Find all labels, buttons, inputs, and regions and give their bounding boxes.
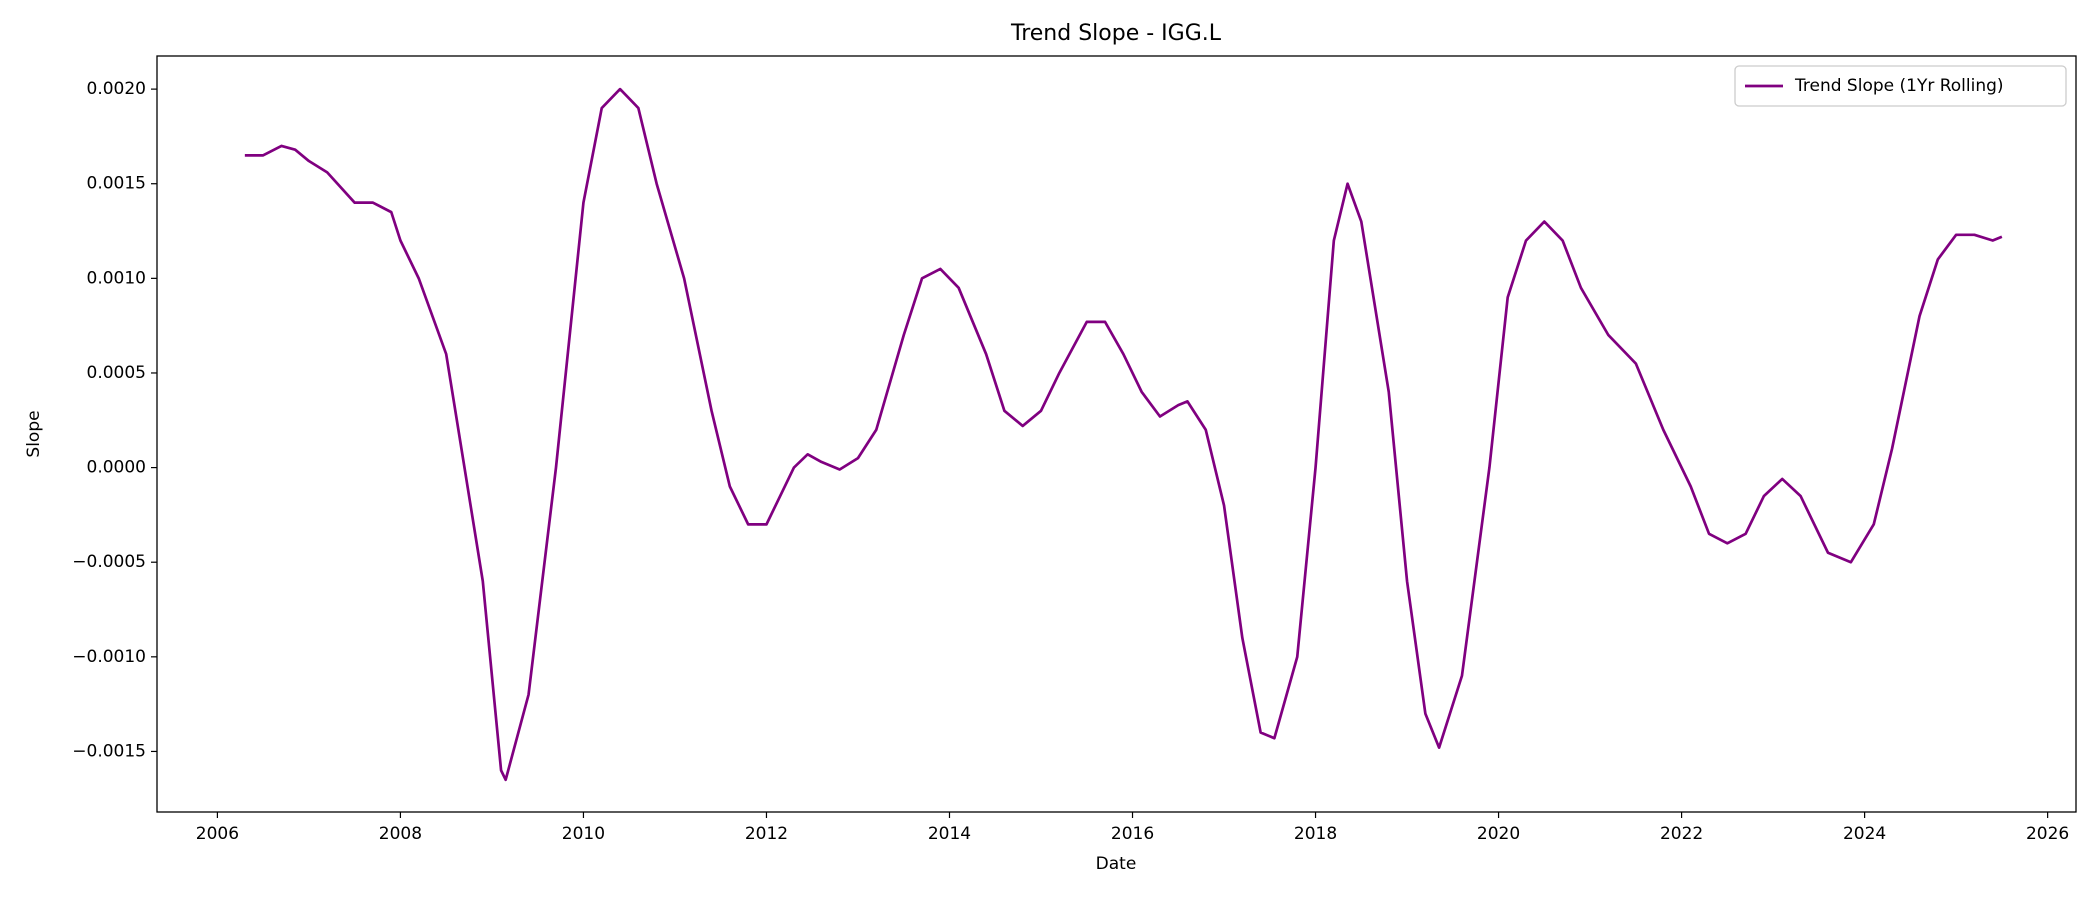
- x-tick-label: 2026: [2026, 824, 2069, 844]
- x-tick-label: 2020: [1477, 824, 1520, 844]
- y-axis-label: Slope: [24, 410, 44, 457]
- x-tick-label: 2022: [1660, 824, 1703, 844]
- legend-box: [1734, 65, 2067, 107]
- y-tick-label: −0.0010: [72, 647, 146, 667]
- legend-label: Trend Slope (1Yr Rolling): [1794, 76, 2004, 96]
- x-tick-label: 2012: [745, 824, 788, 844]
- y-tick-label: 0.0015: [87, 174, 146, 194]
- y-tick-label: 0.0010: [87, 268, 146, 288]
- y-tick-label: 0.0000: [87, 458, 146, 478]
- x-tick-label: 2014: [928, 824, 971, 844]
- line-series: [244, 87, 2003, 782]
- x-axis-label: Date: [1096, 854, 1137, 874]
- y-tick-label: −0.0015: [72, 741, 146, 761]
- y-tick-label: −0.0005: [72, 552, 146, 572]
- y-tick-label: 0.0005: [87, 363, 146, 383]
- chart-title: Trend Slope - IGG.L: [1010, 21, 1222, 46]
- x-tick-label: 2010: [562, 824, 605, 844]
- plot-frame: [156, 55, 2077, 813]
- y-tick-label: 0.0020: [87, 79, 146, 99]
- x-tick-label: 2016: [1111, 824, 1154, 844]
- x-tick-label: 2018: [1294, 824, 1337, 844]
- x-tick-label: 2006: [196, 824, 239, 844]
- x-tick-label: 2024: [1843, 824, 1886, 844]
- x-tick-label: 2008: [379, 824, 422, 844]
